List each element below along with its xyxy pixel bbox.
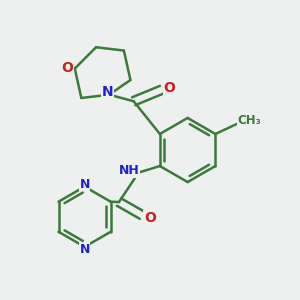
Text: O: O xyxy=(62,61,74,75)
Text: O: O xyxy=(164,81,176,95)
Text: N: N xyxy=(102,85,113,99)
Text: N: N xyxy=(80,178,90,190)
Text: O: O xyxy=(144,211,156,225)
Text: CH₃: CH₃ xyxy=(237,114,261,128)
Text: NH: NH xyxy=(119,164,140,177)
Text: N: N xyxy=(80,243,90,256)
